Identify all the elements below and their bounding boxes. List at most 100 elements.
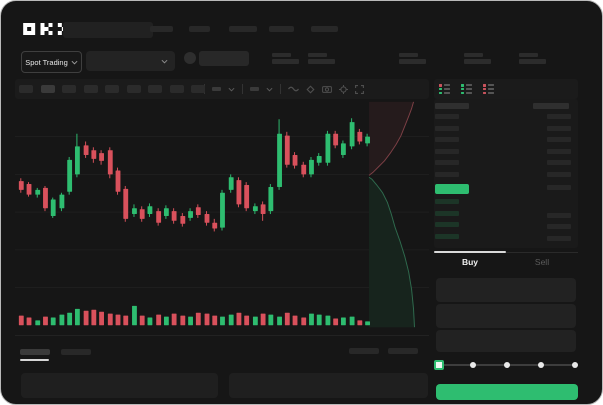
- volume-bar: [59, 314, 65, 326]
- bid-price-bar[interactable]: [435, 222, 459, 227]
- interval-button[interactable]: [62, 85, 76, 93]
- tab-sell[interactable]: Sell: [534, 257, 550, 267]
- footer-control-bar[interactable]: [388, 348, 418, 354]
- wave-icon[interactable]: [288, 85, 299, 93]
- diamond-icon[interactable]: [306, 84, 315, 94]
- camera-icon[interactable]: [322, 85, 332, 93]
- slider-stop-dot[interactable]: [504, 362, 510, 368]
- candle-body: [301, 164, 307, 175]
- volume-bar: [195, 312, 201, 326]
- slider-stop-dot[interactable]: [538, 362, 544, 368]
- nav-item[interactable]: [189, 26, 210, 32]
- bid-price-bar[interactable]: [435, 211, 459, 216]
- ask-price-bar[interactable]: [435, 172, 459, 177]
- slider-handle[interactable]: [434, 360, 444, 370]
- order-form-field[interactable]: [436, 304, 576, 328]
- ask-price-bar[interactable]: [435, 149, 459, 154]
- trading-pair-select[interactable]: [86, 51, 175, 71]
- interval-button[interactable]: [19, 85, 33, 93]
- ask-price-bar[interactable]: [435, 160, 459, 165]
- footer-tab[interactable]: [20, 349, 50, 355]
- orderbook-header-bar: [435, 103, 469, 109]
- settings-icon[interactable]: [339, 84, 348, 94]
- orderbook-toolbar: [434, 79, 578, 99]
- nav-item[interactable]: [150, 26, 173, 32]
- volume-bar: [35, 320, 41, 326]
- ask-amount-bar[interactable]: [547, 172, 571, 177]
- nav-item[interactable]: [311, 26, 338, 32]
- candle-body: [132, 208, 137, 215]
- ask-amount-bar[interactable]: [547, 149, 571, 154]
- candle-body: [316, 155, 322, 163]
- volume-bar: [171, 313, 177, 326]
- bottom-panel: [21, 373, 218, 398]
- ask-amount-bar[interactable]: [547, 160, 571, 165]
- bid-price-bar[interactable]: [435, 234, 459, 239]
- candle-body: [43, 187, 48, 209]
- chart-toolbar-icons: [204, 81, 364, 97]
- interval-button[interactable]: [105, 85, 119, 93]
- ask-price-bar[interactable]: [435, 126, 459, 131]
- buy-submit-button[interactable]: [436, 384, 578, 400]
- interval-button[interactable]: [41, 85, 55, 93]
- volume-bar: [284, 312, 290, 326]
- ticker-label: [308, 53, 327, 57]
- nav-item[interactable]: [269, 26, 294, 32]
- orderbook-mode-asks-icon[interactable]: [482, 83, 495, 95]
- volume-bar: [43, 316, 48, 326]
- interval-button[interactable]: [127, 85, 141, 93]
- orderbook-mode-bids-icon[interactable]: [460, 83, 473, 95]
- volume-bar: [132, 305, 137, 326]
- nav-item[interactable]: [229, 26, 257, 32]
- last-price-bar[interactable]: [435, 184, 469, 194]
- bid-amount-bar[interactable]: [547, 236, 571, 241]
- candle-body: [99, 153, 104, 161]
- ask-amount-bar[interactable]: [547, 126, 571, 131]
- ask-amount-bar[interactable]: [547, 185, 571, 190]
- candlestick-chart[interactable]: [15, 97, 429, 333]
- volume-bar: [99, 311, 104, 326]
- divider: [280, 84, 281, 94]
- interval-button[interactable]: [84, 85, 98, 93]
- interval-button[interactable]: [191, 85, 205, 93]
- volume-bar: [18, 315, 24, 326]
- ask-price-bar[interactable]: [435, 137, 459, 142]
- fullscreen-icon[interactable]: [355, 84, 364, 94]
- candle-body: [35, 189, 41, 195]
- orderbook-mode-combined-icon[interactable]: [438, 83, 451, 95]
- divider: [242, 84, 243, 94]
- slider-stop-dot[interactable]: [572, 362, 578, 368]
- footer-control-bar[interactable]: [349, 348, 379, 354]
- ticker-value: [272, 59, 299, 64]
- tab-buy[interactable]: Buy: [461, 257, 479, 267]
- bid-price-bar[interactable]: [435, 199, 459, 204]
- header-action-button[interactable]: [199, 51, 249, 66]
- footer-tab[interactable]: [61, 349, 91, 355]
- bid-amount-bar[interactable]: [547, 213, 571, 218]
- dropdown-a-label[interactable]: [212, 87, 221, 91]
- depth-bids-area: [369, 177, 415, 328]
- volume-bar: [333, 318, 339, 326]
- ask-price-bar[interactable]: [435, 114, 459, 119]
- dropdown-b-label[interactable]: [250, 87, 259, 91]
- chevron-down-icon[interactable]: [266, 87, 273, 92]
- interval-button[interactable]: [148, 85, 162, 93]
- volume-bar: [325, 315, 331, 326]
- avatar[interactable]: [184, 52, 196, 64]
- slider-stop-dot[interactable]: [470, 362, 476, 368]
- volume-bar: [260, 313, 266, 326]
- volume-bar: [115, 314, 121, 326]
- order-form-field[interactable]: [436, 330, 576, 352]
- ask-amount-bar[interactable]: [547, 137, 571, 142]
- chevron-down-icon[interactable]: [228, 87, 235, 92]
- order-form-field[interactable]: [436, 278, 576, 302]
- volume-bar: [301, 317, 307, 326]
- candle-body: [139, 209, 145, 219]
- volume-bar: [220, 316, 225, 326]
- ask-amount-bar[interactable]: [547, 114, 571, 119]
- search-input[interactable]: [63, 22, 153, 38]
- market-type-selector[interactable]: Spot Trading: [21, 51, 82, 73]
- interval-button[interactable]: [170, 85, 184, 93]
- bid-amount-bar[interactable]: [547, 224, 571, 229]
